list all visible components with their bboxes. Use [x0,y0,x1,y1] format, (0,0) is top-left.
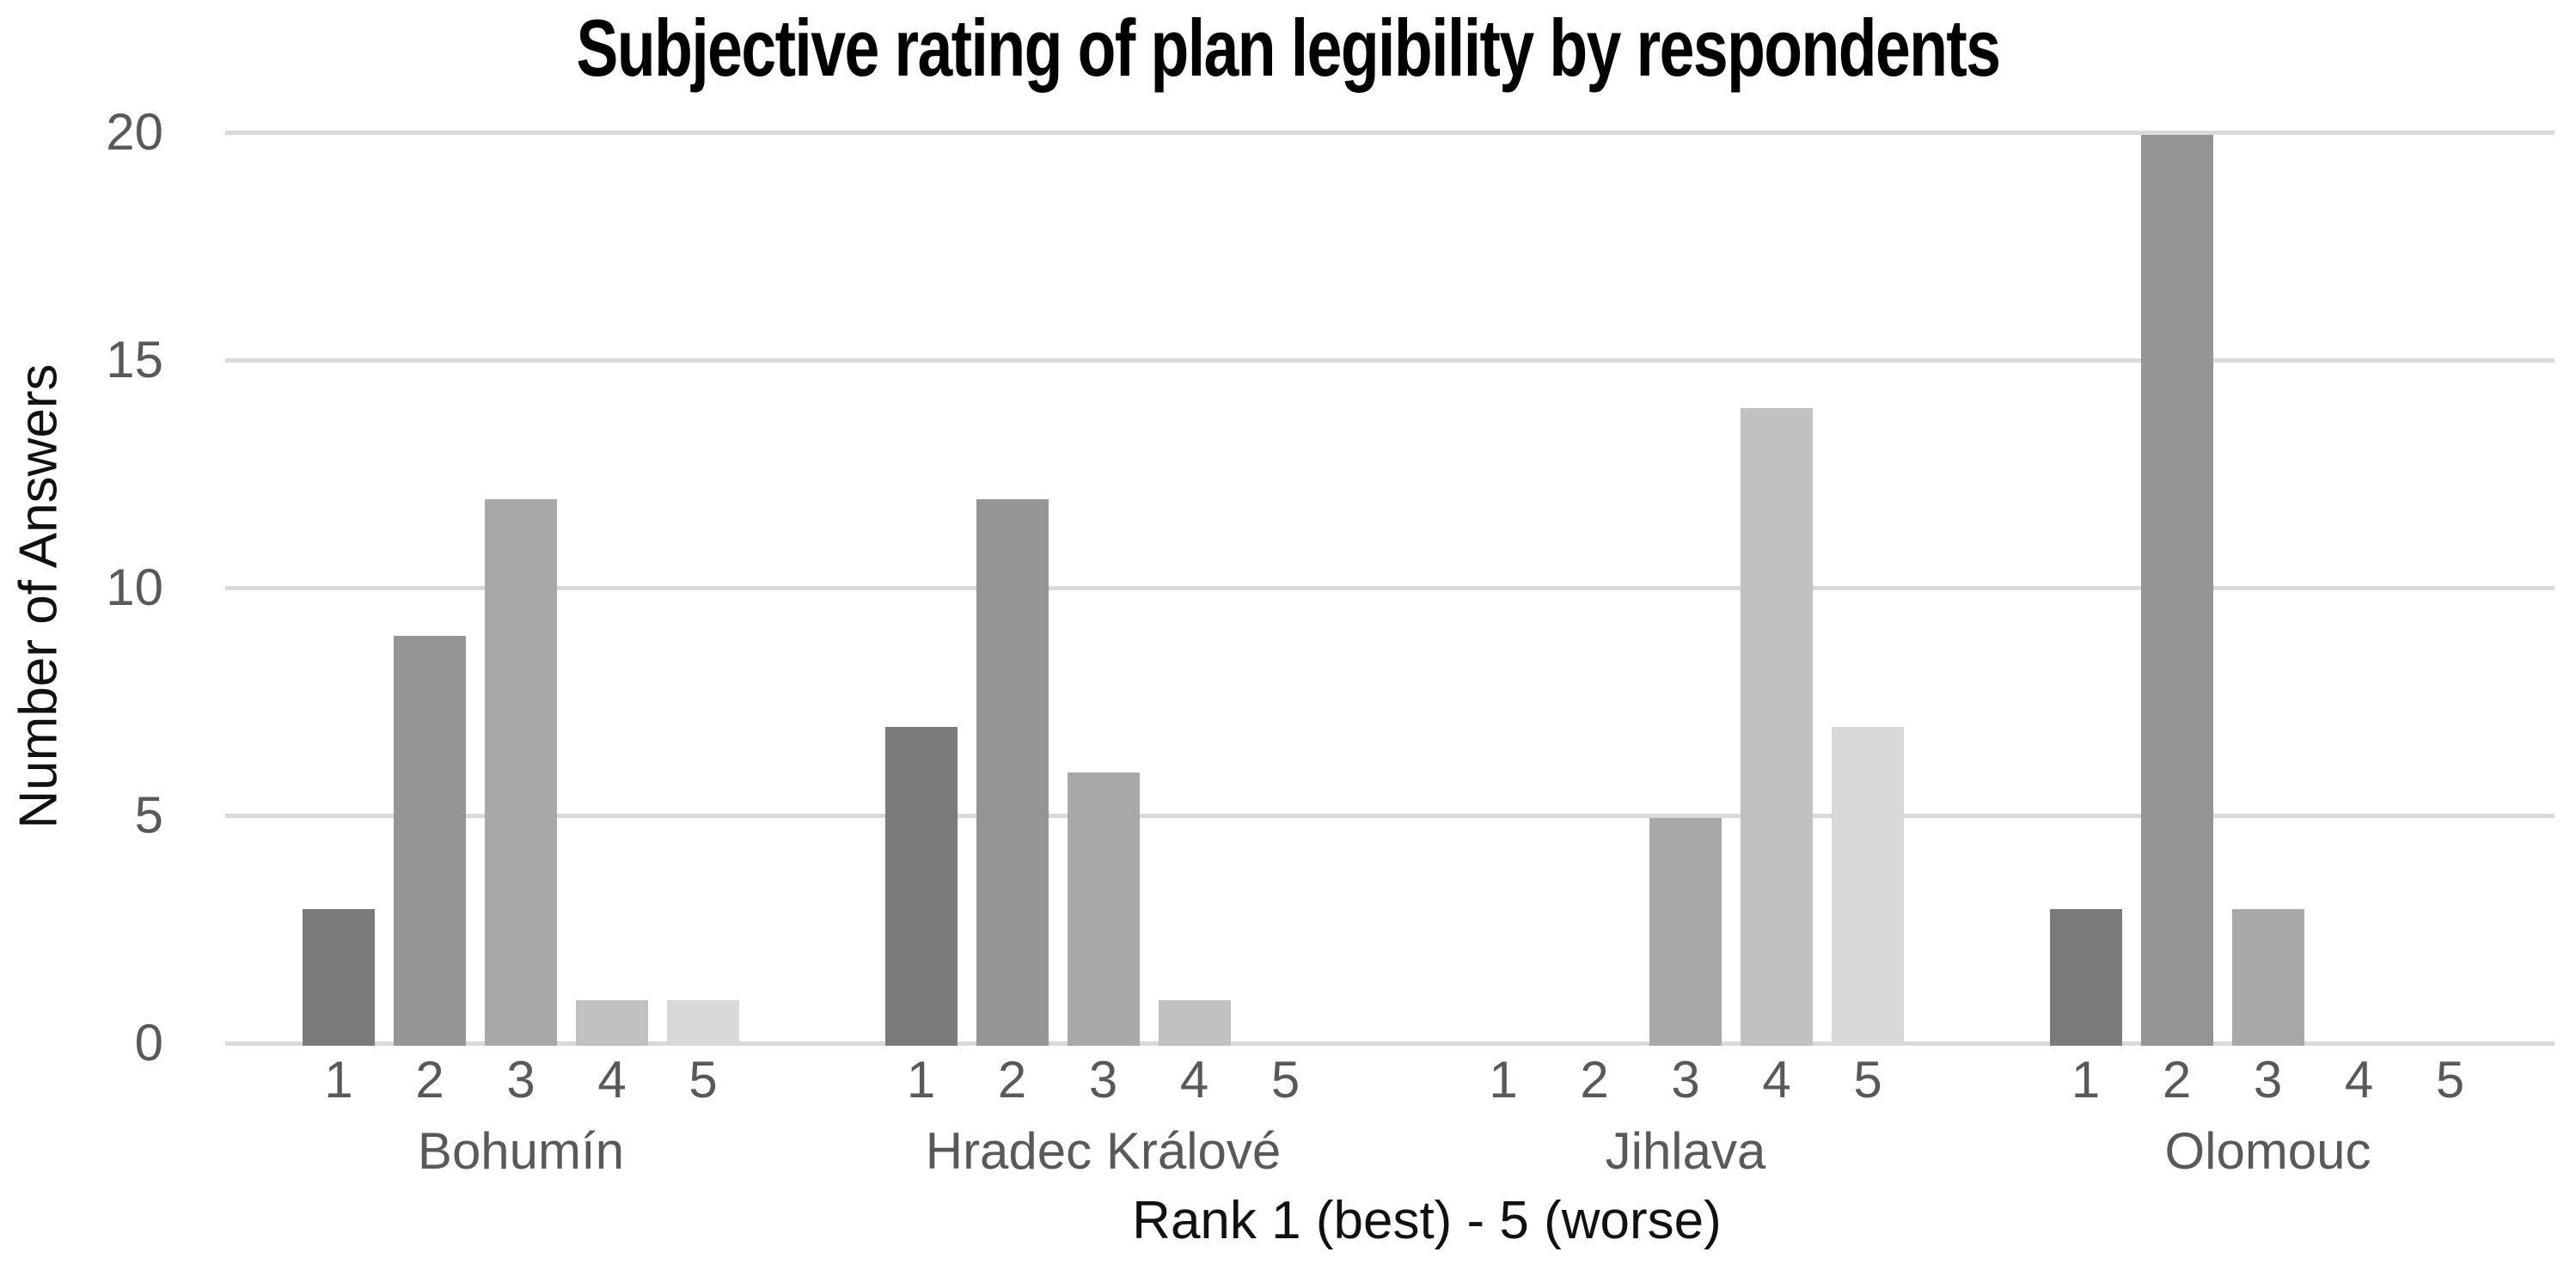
bar [485,499,557,1046]
bar [1649,818,1722,1046]
chart-title-text: Subjective rating of plan legibility by … [576,3,2002,93]
rank-tick-label: 3 [1088,1051,1118,1108]
bar [2049,909,2122,1046]
bar [303,909,375,1046]
bar [2140,135,2213,1046]
rank-tick-label: 3 [1671,1051,1700,1108]
bar [1158,1000,1231,1046]
bar [1741,408,1813,1046]
rank-tick-label: 1 [906,1051,936,1108]
chart-title: Subjective rating of plan legibility by … [0,2,2576,95]
bar [1832,727,1904,1046]
rank-tick-label: 1 [1489,1051,1518,1108]
rank-tick-label: 3 [2253,1051,2283,1108]
y-tick-label: 0 [134,1014,163,1072]
bar [1067,772,1140,1046]
rank-tick-label: 4 [1762,1051,1791,1108]
group-label: Hradec Králové [925,1122,1282,1180]
y-tick-label: 10 [106,559,163,616]
y-tick-label: 15 [106,331,163,388]
gridline [225,586,2555,590]
gridline [225,1041,2555,1046]
bar [576,1000,648,1046]
rank-tick-label: 4 [2344,1051,2374,1108]
bar [394,636,466,1046]
rank-tick-label: 2 [997,1051,1027,1108]
rank-tick-label: 4 [597,1051,627,1108]
bar [2231,909,2304,1046]
y-tick-label: 20 [106,103,163,161]
rank-tick-label: 4 [1179,1051,1209,1108]
group-label: Olomouc [2164,1122,2371,1180]
rank-tick-label: 1 [324,1051,353,1108]
rank-tick-label: 5 [2435,1051,2465,1108]
group-label: Bohumín [417,1122,625,1180]
x-axis-title: Rank 1 (best) - 5 (worse) [1132,1191,1722,1250]
rank-tick-label: 3 [506,1051,535,1108]
rank-tick-label: 5 [1853,1051,1882,1108]
y-tick-label: 5 [134,786,163,844]
gridline [225,814,2555,818]
rank-tick-label: 5 [1270,1051,1300,1108]
gridline [225,358,2555,363]
rank-tick-label: 5 [688,1051,718,1108]
bar [667,1000,739,1046]
rank-tick-label: 1 [2071,1051,2101,1108]
gridline [225,131,2555,135]
rank-tick-label: 2 [415,1051,444,1108]
bar [884,727,958,1046]
bar [976,499,1049,1046]
group-label: Jihlava [1605,1122,1766,1180]
rank-tick-label: 2 [1580,1051,1609,1108]
rank-tick-label: 2 [2162,1051,2192,1108]
